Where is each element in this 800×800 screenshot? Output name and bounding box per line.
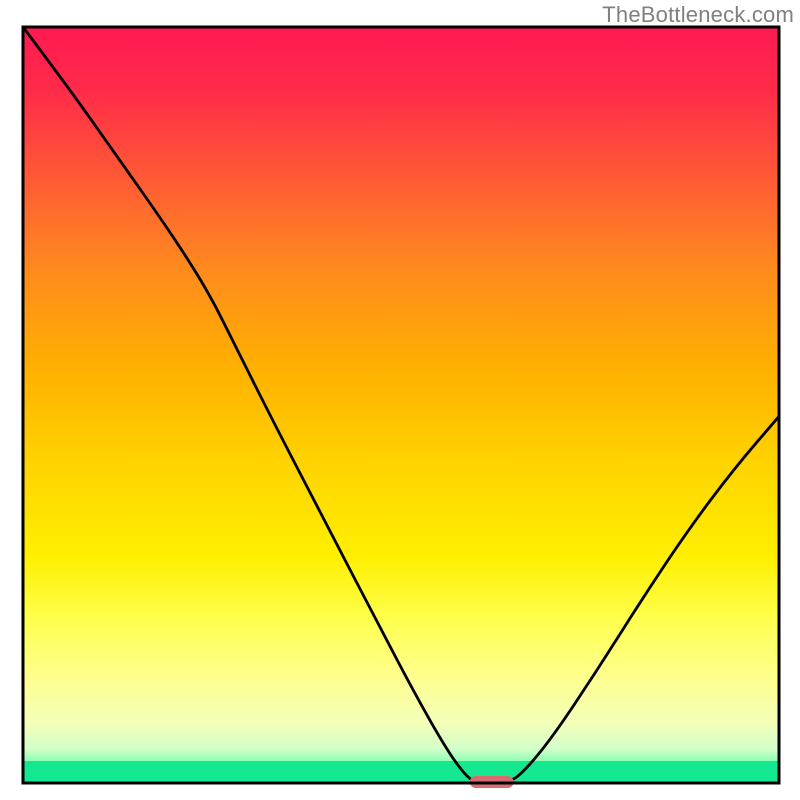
bottleneck-chart bbox=[0, 0, 800, 800]
baseline-band bbox=[23, 761, 779, 783]
chart-container: TheBottleneck.com bbox=[0, 0, 800, 800]
attribution-text: TheBottleneck.com bbox=[602, 2, 794, 28]
